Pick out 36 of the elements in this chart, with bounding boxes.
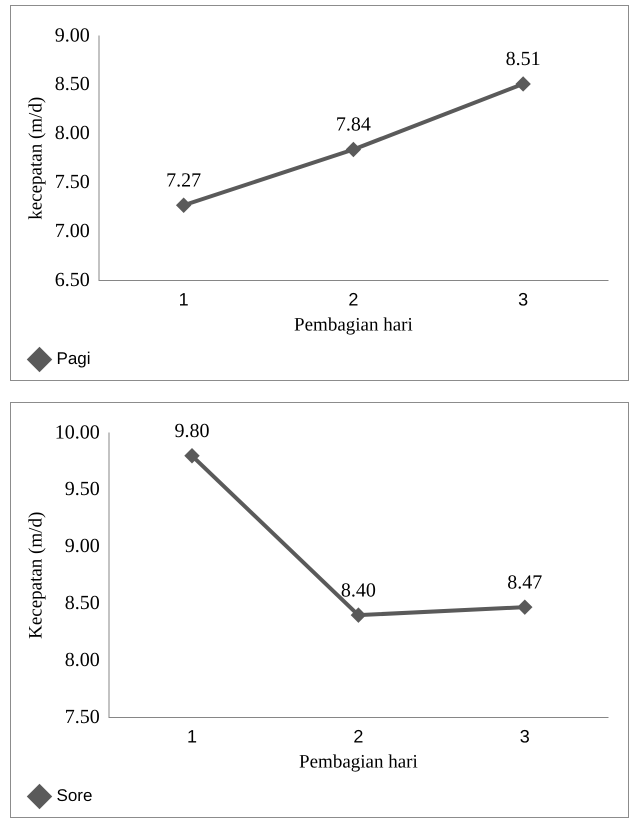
point	[346, 142, 361, 157]
x-axis-title: Pembagian hari	[299, 752, 418, 773]
x-tick-label: 2	[353, 726, 364, 746]
y-tick-label: 8.50	[54, 73, 90, 96]
x-tick-label: 3	[520, 726, 530, 746]
legend-label: Sore	[56, 786, 92, 806]
data-label: 8.51	[506, 48, 541, 70]
data-label: 7.84	[336, 114, 371, 136]
x-tick-label: 1	[186, 726, 198, 746]
data-label: 8.47	[507, 571, 542, 594]
data-label: 8.40	[340, 579, 376, 602]
y-tick-label: 9.50	[64, 478, 100, 500]
x-tick-label: 1	[178, 289, 189, 310]
point	[516, 76, 531, 92]
data-label: 7.27	[166, 170, 202, 192]
y-axis-title: Kecepatan (m/d)	[25, 512, 46, 639]
point	[184, 448, 200, 464]
point	[350, 608, 366, 623]
point	[176, 198, 192, 213]
y-tick-label: 9.00	[54, 24, 90, 46]
point	[517, 600, 532, 615]
y-tick-label: 7.50	[64, 706, 100, 728]
y-tick-label: 9.00	[64, 535, 100, 558]
y-tick-label: 8.00	[64, 648, 100, 671]
x-tick-label: 2	[348, 289, 358, 310]
y-tick-label: 6.50	[54, 268, 90, 291]
x-axis-title: Pembagian hari	[294, 314, 413, 336]
y-axis-title: kecepatan (m/d)	[25, 96, 46, 220]
y-tick-label: 8.00	[54, 122, 90, 144]
legend-label: Pagi	[56, 349, 91, 368]
y-tick-label: 7.50	[54, 171, 90, 194]
x-tick-label: 3	[518, 289, 528, 310]
data-label: 9.80	[174, 420, 210, 442]
y-tick-label: 8.50	[64, 592, 100, 614]
y-tick-label: 7.00	[54, 220, 90, 242]
y-tick-label: 10.00	[54, 421, 100, 444]
